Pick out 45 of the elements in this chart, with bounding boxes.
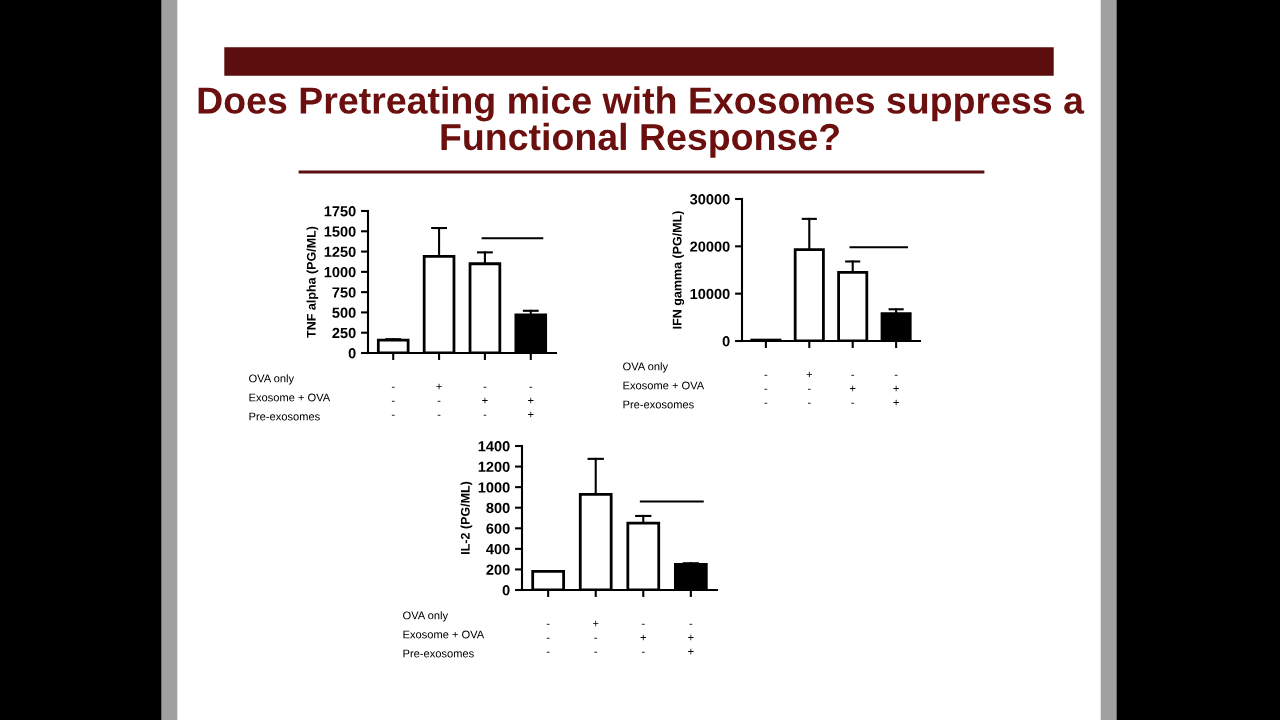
x-tick-label: - + + [688, 623, 694, 655]
y-tick-label: 1500 [324, 226, 356, 237]
text: OVA only [623, 362, 669, 373]
x-tick-label: - - - [546, 623, 550, 653]
text: Exosome + OVA [249, 393, 331, 402]
x-tick-label: - + - [850, 374, 856, 404]
text: Pre-exosomes [249, 412, 320, 421]
x-tick-label: - + - [482, 386, 488, 416]
x-tick-label: - + + [528, 386, 534, 418]
text: Does Pretreating mice with Exosomes suppress a Functional Response? [198, 86, 1085, 158]
y-tick-label: 750 [332, 287, 356, 298]
y-tick-label: 500 [332, 307, 356, 318]
text: OVA only [403, 611, 449, 622]
x-tick-label: - + - [640, 623, 646, 653]
y-axis-title: IFN gamma (PG/ML) [672, 211, 685, 329]
x-tick-label: - - - [764, 374, 768, 404]
text: OVA only [249, 374, 295, 385]
y-tick-label: 0 [722, 336, 730, 347]
y-tick-label: 1400 [478, 441, 510, 452]
text: Pre-exosomes [403, 649, 474, 658]
y-tick-label: 600 [486, 523, 510, 534]
y-tick-label: 800 [486, 502, 510, 514]
x-tick-label: + - - [436, 383, 442, 416]
x-tick-label: + - - [806, 371, 812, 404]
y-axis-title: IL-2 (PG/ML) [460, 481, 473, 554]
y-tick-label: 250 [332, 327, 356, 339]
y-tick-label: 1000 [324, 266, 356, 278]
y-tick-label: 10000 [690, 288, 730, 300]
y-tick-label: 1250 [324, 246, 356, 257]
y-tick-label: 200 [486, 564, 510, 575]
y-tick-label: 1000 [478, 482, 510, 493]
text: Exosome + OVA [623, 381, 705, 390]
text: Exosome + OVA [403, 630, 485, 639]
text: Pre-exosomes [623, 400, 694, 409]
y-tick-label: 30000 [689, 194, 730, 205]
x-tick-label: - - - [391, 386, 395, 416]
y-tick-label: 400 [486, 543, 510, 555]
y-tick-label: 1750 [324, 206, 356, 217]
x-tick-label: - + + [893, 374, 899, 406]
y-tick-label: 1200 [478, 461, 510, 472]
y-axis-title: TNF alpha (PG/ML) [306, 226, 319, 338]
y-tick-label: 0 [502, 585, 510, 596]
x-tick-label: + - - [593, 620, 599, 653]
y-tick-label: 20000 [690, 241, 730, 252]
y-tick-label: 0 [348, 348, 356, 359]
